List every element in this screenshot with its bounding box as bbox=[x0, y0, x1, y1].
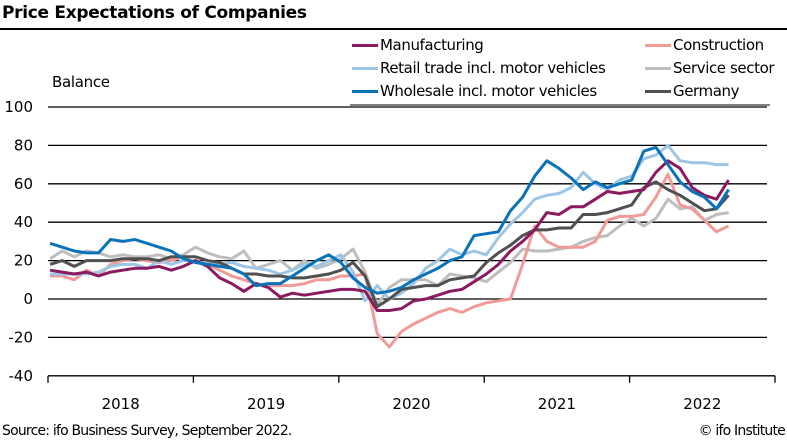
legend-swatch-germany bbox=[645, 89, 671, 93]
legend-label-germany: Germany bbox=[673, 82, 740, 100]
legend-label-retail: Retail trade incl. motor vehicles bbox=[380, 59, 606, 77]
legend-swatch-retail bbox=[352, 66, 378, 70]
legend: Manufacturing Retail trade incl. motor v… bbox=[0, 0, 787, 110]
legend-label-construction: Construction bbox=[673, 36, 764, 54]
y-tick-label: 20 bbox=[14, 252, 33, 270]
y-tick-label: -20 bbox=[9, 328, 34, 346]
legend-swatch-service bbox=[645, 66, 671, 70]
legend-label-manufacturing: Manufacturing bbox=[380, 36, 484, 54]
legend-item-manufacturing: Manufacturing bbox=[352, 36, 484, 54]
legend-item-germany: Germany bbox=[645, 82, 740, 100]
legend-label-service: Service sector bbox=[673, 59, 775, 77]
legend-item-construction: Construction bbox=[645, 36, 764, 54]
legend-swatch-construction bbox=[645, 43, 671, 47]
y-axis-label: Balance bbox=[52, 73, 110, 91]
legend-item-wholesale: Wholesale incl. motor vehicles bbox=[352, 82, 597, 100]
y-tick-label: 100 bbox=[4, 98, 33, 116]
x-tick-label: 2018 bbox=[102, 395, 140, 413]
legend-swatch-manufacturing bbox=[352, 43, 378, 47]
title-divider bbox=[0, 28, 787, 30]
copyright-note: © ifo Institute bbox=[698, 423, 786, 439]
series-line-manufacturing bbox=[49, 159, 730, 312]
x-tick-label: 2021 bbox=[538, 395, 576, 413]
legend-item-service: Service sector bbox=[645, 59, 775, 77]
x-tick-label: 2020 bbox=[392, 395, 430, 413]
series-line-germany bbox=[49, 180, 730, 309]
y-tick-label: 0 bbox=[23, 290, 33, 308]
legend-item-retail: Retail trade incl. motor vehicles bbox=[352, 59, 606, 77]
y-tick-label: 40 bbox=[14, 213, 33, 231]
x-tick-label: 2022 bbox=[683, 395, 721, 413]
y-tick-label: -40 bbox=[9, 367, 34, 385]
legend-label-wholesale: Wholesale incl. motor vehicles bbox=[380, 82, 597, 100]
y-tick-label: 60 bbox=[14, 175, 33, 193]
series-line-wholesale-incl-motor-vehicles bbox=[49, 145, 730, 295]
y-tick-label: 80 bbox=[14, 136, 33, 154]
series-line-service-sector bbox=[49, 197, 729, 307]
chart-title: Price Expectations of Companies bbox=[2, 3, 307, 23]
source-note: Source: ifo Business Survey, September 2… bbox=[2, 423, 292, 439]
x-tick-label: 2019 bbox=[247, 395, 285, 413]
legend-swatch-wholesale bbox=[352, 89, 378, 93]
